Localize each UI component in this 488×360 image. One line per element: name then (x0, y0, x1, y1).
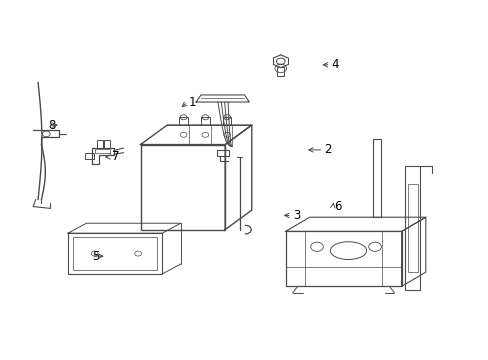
Bar (372, 139, 381, 217)
Text: 5: 5 (92, 250, 100, 263)
Bar (73, 237, 157, 270)
Bar (68, 233, 162, 274)
Bar (407, 184, 417, 272)
Bar (223, 117, 231, 125)
Text: 7: 7 (111, 150, 119, 163)
Bar (140, 145, 224, 230)
Bar (179, 117, 187, 125)
Bar (97, 140, 102, 148)
Text: 4: 4 (331, 58, 338, 71)
Bar (95, 149, 110, 153)
Text: 2: 2 (324, 143, 331, 156)
Bar (217, 150, 228, 156)
Text: 6: 6 (333, 200, 341, 213)
Text: 1: 1 (188, 95, 196, 108)
Bar (85, 153, 94, 159)
Text: 8: 8 (49, 118, 56, 131)
Text: 3: 3 (292, 209, 300, 222)
Bar (104, 140, 110, 148)
Bar (277, 67, 284, 76)
Bar (405, 166, 419, 290)
Bar (201, 117, 209, 125)
Bar (285, 231, 401, 286)
